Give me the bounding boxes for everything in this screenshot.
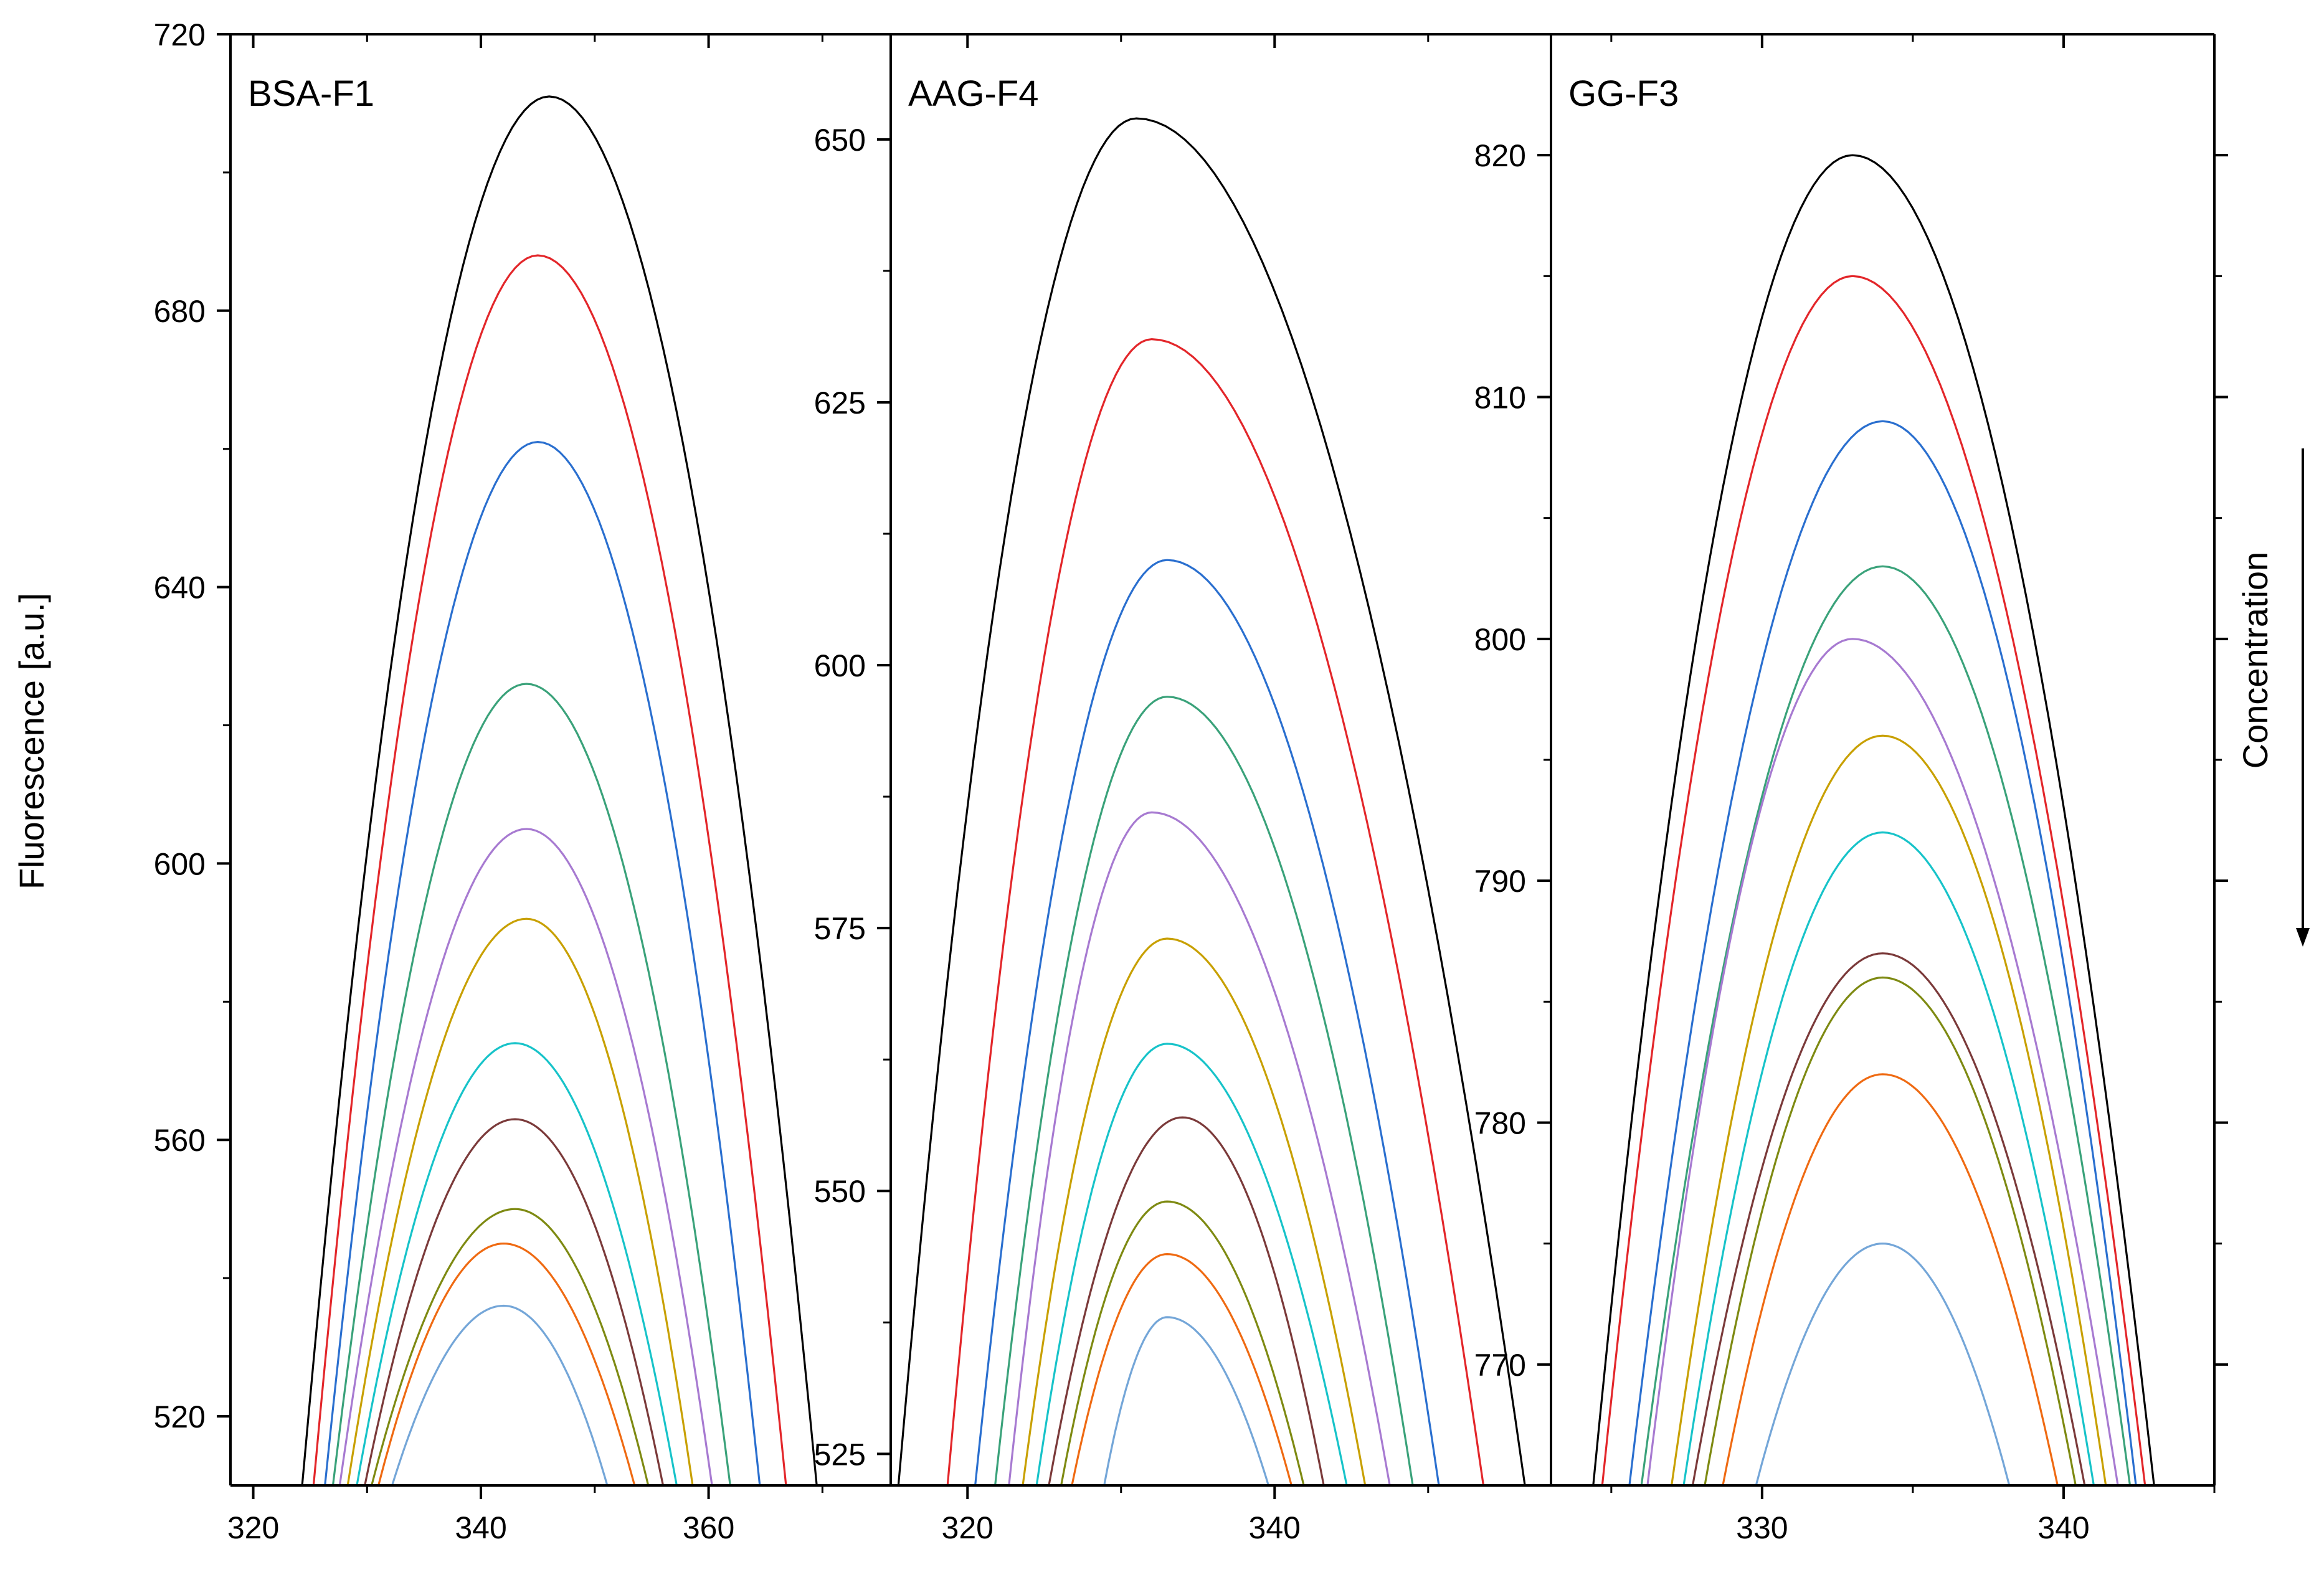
panel-title: GG-F3 bbox=[1568, 73, 1679, 114]
x-tick-label: 340 bbox=[455, 1510, 506, 1545]
series-line-5 bbox=[1646, 638, 2119, 1485]
panel-title: AAG-F4 bbox=[908, 73, 1039, 114]
series-group bbox=[897, 117, 1526, 1485]
series-line-5 bbox=[338, 828, 713, 1485]
y-tick-label: 770 bbox=[1474, 1348, 1526, 1383]
series-line-11 bbox=[1103, 1316, 1269, 1485]
x-tick-label: 320 bbox=[942, 1510, 994, 1545]
series-line-3 bbox=[324, 440, 761, 1485]
series-line-6 bbox=[1022, 937, 1367, 1485]
y-tick-label: 780 bbox=[1474, 1106, 1526, 1141]
chart-panel-1: 520 560 600 640 680 720 320 340 360 BSA-F1 bbox=[154, 17, 891, 1545]
x-tick-label: 340 bbox=[2037, 1510, 2089, 1545]
concentration-arrow bbox=[2296, 448, 2310, 947]
y-tick-label: 520 bbox=[154, 1399, 206, 1434]
y-tick-label: 575 bbox=[814, 911, 866, 946]
series-line-2 bbox=[1601, 275, 2146, 1485]
series-line-10 bbox=[1071, 1252, 1292, 1485]
y-tick-label: 625 bbox=[814, 386, 866, 420]
y-tick-label: 525 bbox=[814, 1437, 866, 1472]
series-line-11 bbox=[1755, 1243, 2011, 1485]
y-tick-label: 680 bbox=[154, 294, 206, 329]
series-line-7 bbox=[356, 1042, 678, 1485]
series-line-9 bbox=[1060, 1200, 1305, 1485]
x-tick-label: 360 bbox=[683, 1510, 734, 1545]
series-line-11 bbox=[391, 1304, 609, 1485]
series-group bbox=[1592, 154, 2155, 1485]
series-line-1 bbox=[1592, 154, 2155, 1485]
panel-title: BSA-F1 bbox=[248, 73, 374, 114]
series-line-2 bbox=[946, 338, 1485, 1485]
series-line-1 bbox=[897, 117, 1526, 1485]
x-tick-label: 330 bbox=[1736, 1510, 1788, 1545]
series-line-7 bbox=[1035, 1043, 1348, 1485]
y-tick-label: 810 bbox=[1474, 381, 1526, 415]
series-line-7 bbox=[1682, 831, 2095, 1485]
series-line-10 bbox=[1722, 1073, 2059, 1485]
y-axis-label: Fluorescence [a.u.] bbox=[12, 593, 51, 889]
series-line-4 bbox=[1640, 565, 2132, 1485]
series-line-9 bbox=[1704, 976, 2077, 1485]
series-line-10 bbox=[377, 1243, 636, 1485]
y-tick-label: 790 bbox=[1474, 864, 1526, 899]
y-tick-label: 600 bbox=[154, 846, 206, 881]
series-line-4 bbox=[331, 683, 731, 1485]
chart-panel-3: 770 780 790 800 810 820 330 340 GG-F3 bbox=[1474, 33, 2228, 1545]
x-tick-label: 340 bbox=[1249, 1510, 1301, 1545]
series-line-8 bbox=[1691, 952, 2086, 1485]
y-tick-label: 600 bbox=[814, 648, 866, 683]
y-tick-label: 820 bbox=[1474, 138, 1526, 173]
series-line-3 bbox=[974, 559, 1440, 1485]
series-group bbox=[301, 95, 818, 1485]
chart-panel-2: 525 550 575 600 625 650 320 340 AAG-F4 bbox=[814, 33, 1551, 1545]
series-line-2 bbox=[312, 254, 787, 1485]
series-line-4 bbox=[994, 696, 1414, 1485]
series-line-3 bbox=[1628, 420, 2137, 1485]
y-tick-label: 650 bbox=[814, 123, 866, 158]
series-line-5 bbox=[1008, 811, 1391, 1485]
x-tick-label: 320 bbox=[227, 1510, 279, 1545]
concentration-label: Concentration bbox=[2236, 552, 2275, 769]
y-tick-label: 550 bbox=[814, 1174, 866, 1209]
series-line-6 bbox=[1671, 734, 2107, 1485]
series-line-8 bbox=[364, 1118, 665, 1485]
series-line-6 bbox=[346, 917, 694, 1485]
series-line-1 bbox=[301, 95, 818, 1485]
y-tick-label: 800 bbox=[1474, 622, 1526, 657]
series-line-8 bbox=[1048, 1116, 1325, 1485]
y-tick-label: 640 bbox=[154, 571, 206, 605]
series-line-9 bbox=[371, 1208, 650, 1485]
y-tick-label: 720 bbox=[154, 17, 206, 52]
y-tick-label: 560 bbox=[154, 1123, 206, 1158]
